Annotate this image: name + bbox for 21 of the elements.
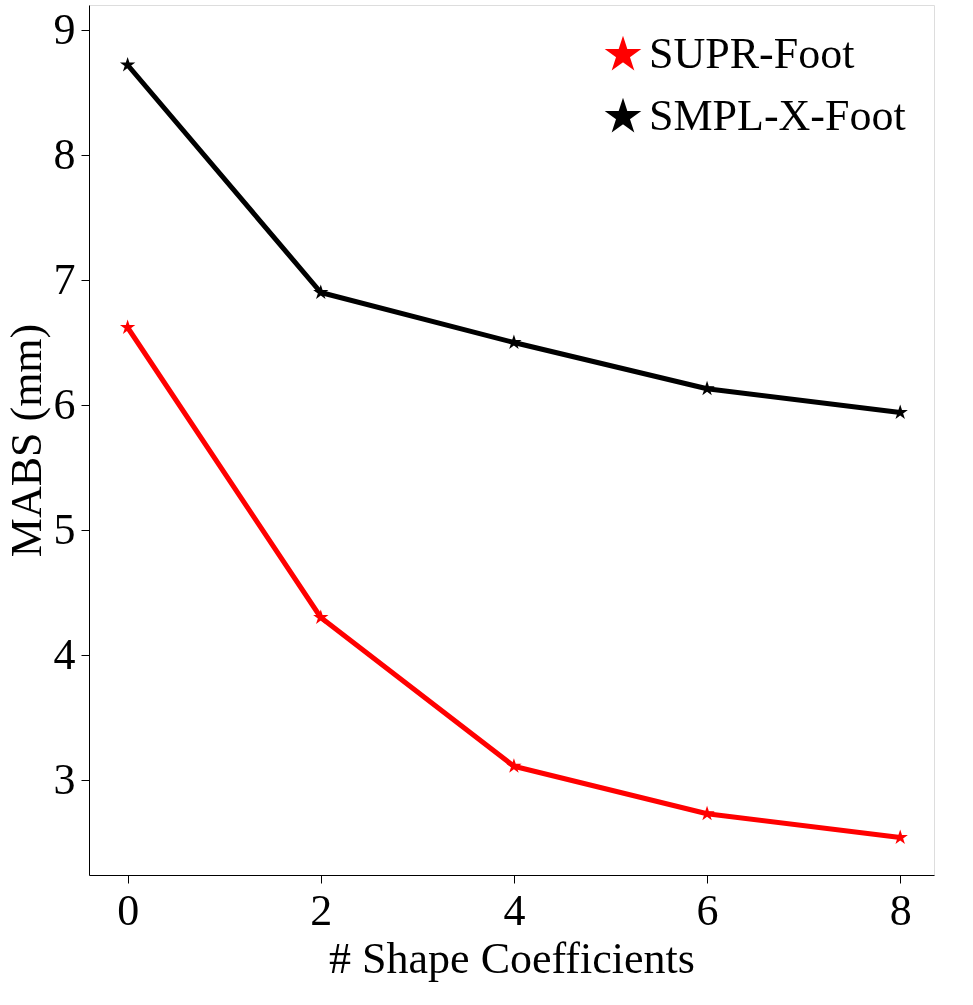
x-tick-label: 2 — [310, 885, 333, 935]
y-tick-label: 7 — [53, 254, 76, 304]
legend-label: SMPL-X-Foot — [649, 91, 906, 140]
y-tick-label: 8 — [53, 129, 76, 179]
point — [119, 56, 136, 72]
y-tick-label: 4 — [53, 629, 76, 679]
x-tick-label: 6 — [696, 885, 719, 935]
y-tick-label: 3 — [53, 754, 76, 804]
legend-label: SUPR-Foot — [649, 29, 855, 78]
y-tick-label: 9 — [53, 4, 76, 54]
x-tick-label: 0 — [117, 885, 140, 935]
y-axis-title: MABS (mm) — [1, 323, 51, 558]
x-tick-label: 8 — [889, 885, 912, 935]
point — [313, 609, 329, 625]
y-tick-label: 6 — [53, 379, 76, 429]
x-tick-label: 4 — [503, 885, 526, 935]
point — [119, 319, 136, 335]
y-tick-label: 5 — [53, 504, 76, 554]
point — [506, 758, 522, 773]
point — [313, 284, 329, 300]
x-axis-title: # Shape Coefficients — [329, 933, 695, 983]
